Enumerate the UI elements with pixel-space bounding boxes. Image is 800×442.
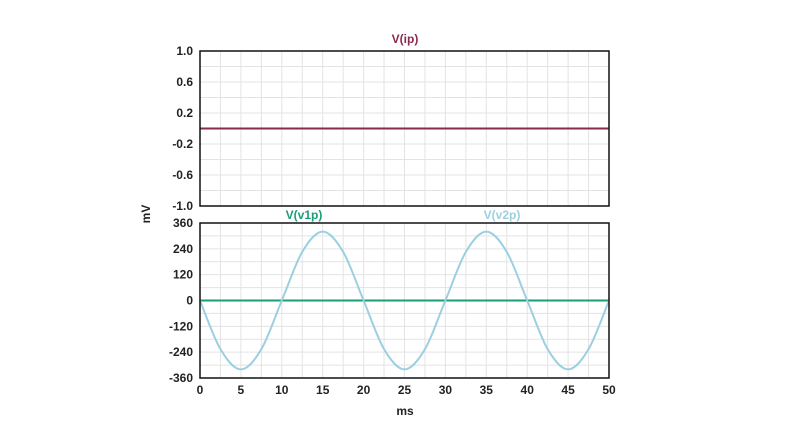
tick-labels: 1.0 0.6 0.2 -0.2 -0.6 -1.0 360 240 120 0 -120 -240 -… — [169, 44, 616, 397]
x-axis-label: ms — [396, 404, 414, 418]
x-tick-label: 20 — [357, 383, 371, 397]
x-tick-label: 50 — [602, 383, 616, 397]
x-tick-label: 40 — [521, 383, 535, 397]
top-y-tick-label: -1.0 — [172, 199, 193, 213]
series-lines — [199, 127, 610, 371]
grid — [199, 50, 610, 379]
bottom-y-tick-label: 0 — [186, 294, 193, 308]
x-tick-label: 45 — [561, 383, 575, 397]
top-y-tick-label: 0.2 — [176, 106, 193, 120]
bottom-y-tick-label: 120 — [173, 268, 193, 282]
x-tick-label: 25 — [398, 383, 412, 397]
bottom-panel-frame — [199, 222, 610, 379]
x-tick-label: 35 — [480, 383, 494, 397]
x-tick-label: 0 — [197, 383, 204, 397]
bottom-y-tick-label: -360 — [169, 371, 193, 385]
top-y-tick-label: -0.2 — [172, 137, 193, 151]
bottom-y-tick-label: -120 — [169, 319, 193, 333]
x-tick-label: 5 — [238, 383, 245, 397]
bottom-y-tick-label: 360 — [173, 216, 193, 230]
series-label-v1p: V(v1p) — [286, 208, 323, 222]
top-y-tick-label: 1.0 — [176, 44, 193, 58]
x-tick-label: 15 — [316, 383, 330, 397]
top-y-tick-label: 0.6 — [176, 75, 193, 89]
top-panel-frame — [199, 50, 610, 207]
top-y-tick-label: -0.6 — [172, 168, 193, 182]
bottom-y-tick-label: 240 — [173, 242, 193, 256]
bottom-y-tick-label: -240 — [169, 345, 193, 359]
x-tick-label: 30 — [439, 383, 453, 397]
x-tick-label: 10 — [275, 383, 289, 397]
y-axis-label: mV — [139, 205, 153, 224]
top-panel-title: V(ip) — [392, 32, 419, 46]
series-line-vv2p — [199, 230, 610, 371]
series-label-v2p: V(v2p) — [484, 208, 521, 222]
plot-frame — [199, 50, 610, 379]
